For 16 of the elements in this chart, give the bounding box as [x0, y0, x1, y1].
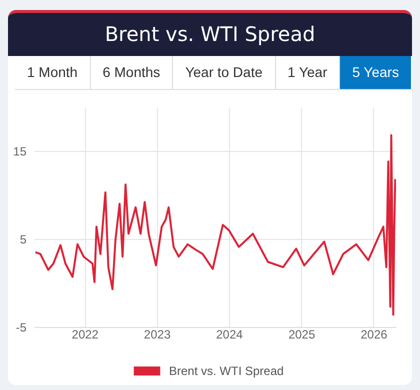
- chart-title: Brent vs. WTI Spread: [8, 13, 412, 56]
- x-tick-label: 2026: [360, 328, 388, 342]
- x-tick-label: 2025: [288, 328, 316, 342]
- text: 5 Years: [340, 56, 411, 89]
- x-tick-label: 2024: [216, 328, 244, 342]
- line-series: [34, 134, 396, 316]
- text: 1 Year: [276, 56, 340, 89]
- text: 6 Months: [90, 56, 174, 89]
- y-tick-label: -5: [16, 320, 27, 334]
- y-tick-label: 15: [13, 144, 27, 158]
- text: Year to Date: [173, 56, 276, 89]
- x-tick-label: 2023: [144, 328, 171, 342]
- text: 1 Month: [15, 56, 91, 89]
- x-tick-label: 2022: [72, 328, 99, 342]
- y-tick-label: 5: [20, 232, 27, 246]
- legend-label: Brent vs. WTI Spread: [169, 364, 284, 378]
